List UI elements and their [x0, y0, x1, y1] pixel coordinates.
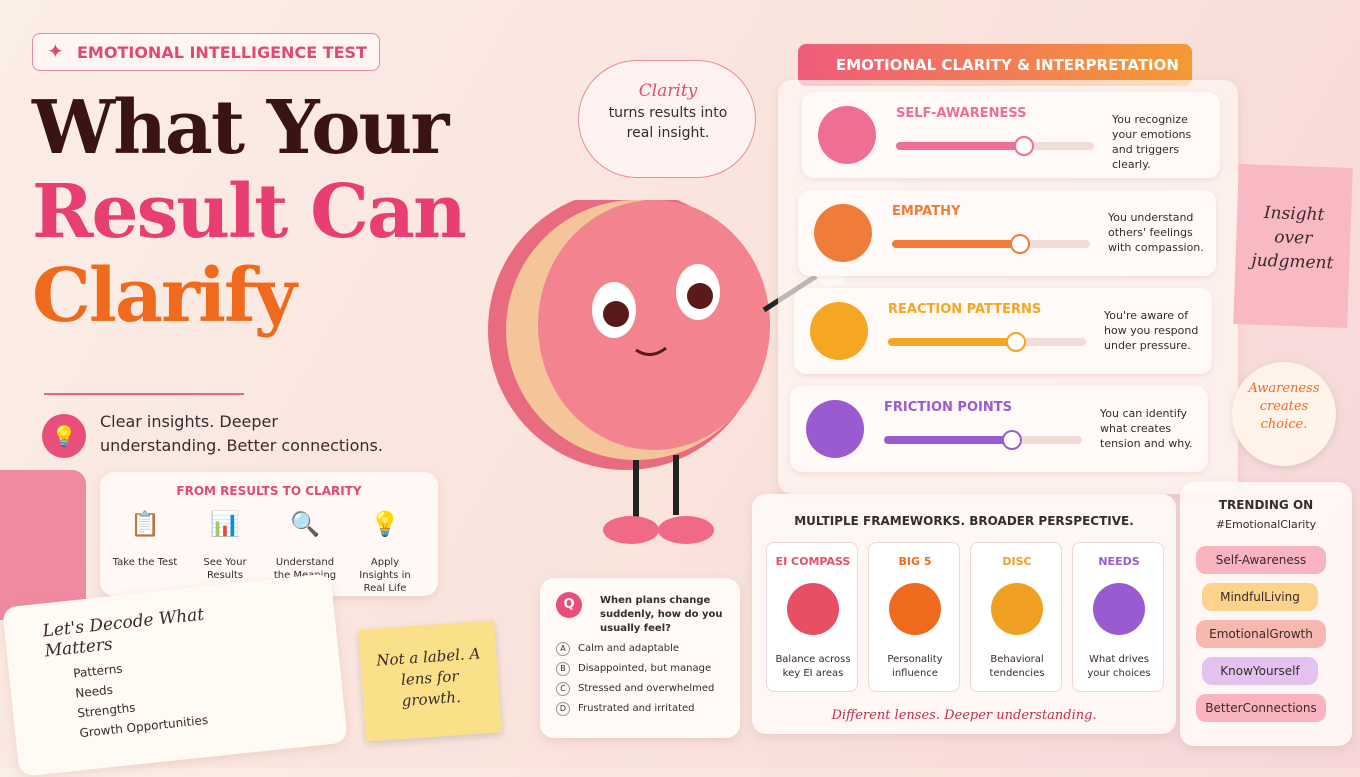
frameworks-panel: MULTIPLE FRAMEWORKS. BROADER PERSPECTIVE… [752, 494, 1176, 734]
clarity-header: EMOTIONAL CLARITY & INTERPRETATION [798, 44, 1192, 86]
option-letter: B [556, 662, 570, 676]
trait-name: REACTION PATTERNS [888, 302, 1042, 317]
step-icon: 📊 [210, 510, 240, 538]
framework-icon [991, 583, 1043, 635]
framework-icon [1093, 583, 1145, 635]
insight-text: Insight over judgment [1251, 202, 1334, 274]
trait-desc: You understand others' feelings with com… [1108, 211, 1204, 254]
trait-card: SELF-AWARENESS You recognize your emotion… [802, 92, 1220, 178]
frameworks-footer: Different lenses. Deeper understanding. [831, 708, 1097, 723]
trait-desc: You're aware of how you respond under pr… [1104, 309, 1199, 352]
bubble-text: turns results into real insight. [608, 105, 728, 141]
bubble-word: Clarity [638, 81, 698, 101]
framework-icon [889, 583, 941, 635]
step-icon: 💡 [370, 510, 400, 538]
awareness-badge: Awareness creates choice. [1232, 362, 1336, 466]
trait-name: SELF-AWARENESS [896, 106, 1027, 121]
trending-tag: #EmotionalClarity [1215, 518, 1317, 531]
trend-tag: BetterConnections [1196, 694, 1326, 722]
trend-tag: Self-Awareness [1196, 546, 1326, 574]
slider-knob [1002, 430, 1022, 450]
slider-fill [892, 240, 1018, 248]
step-label: See Your Results [203, 557, 247, 581]
trait-card: REACTION PATTERNS You're aware of how you… [794, 288, 1212, 374]
trait-icon [810, 302, 868, 360]
notebook-item: Strengths [76, 700, 137, 721]
trait-icon [814, 204, 872, 262]
framework-card: EI COMPASS Balance across key EI areas [766, 542, 858, 692]
framework-name: BIG 5 [898, 555, 932, 568]
trait-icon [806, 400, 864, 458]
sticky-text: Not a label. A lens for growth. [375, 644, 481, 710]
trend-tag: EmotionalGrowth [1196, 620, 1326, 648]
headline-line: What Your [32, 85, 449, 171]
notebook-item: Needs [74, 682, 114, 701]
clarity-title: EMOTIONAL CLARITY & INTERPRETATION [836, 56, 1179, 74]
clarity-panel: SELF-AWARENESS You recognize your emotion… [778, 80, 1238, 494]
framework-desc: Behavioral tendencies [989, 654, 1045, 679]
notebook: Let's Decode What Matters Patterns Needs St… [2, 573, 348, 777]
macaron-character [488, 200, 847, 544]
trend-tag: KnowYourself [1202, 657, 1318, 685]
slider-knob [1006, 332, 1026, 352]
framework-card: NEEDS What drives your choices [1072, 542, 1164, 692]
step-label: Take the Test [112, 557, 178, 568]
step-icon: 📋 [130, 510, 160, 538]
option-letter: C [556, 682, 570, 696]
badge: EMOTIONAL INTELLIGENCE TEST ✦ [32, 33, 380, 71]
option-text: Stressed and overwhelmed [578, 683, 715, 694]
trait-name: EMPATHY [892, 204, 961, 219]
trending-panel: TRENDING ON #EmotionalClarity Self-Awarene… [1180, 482, 1352, 746]
step-icon: 🔍 [290, 510, 320, 538]
framework-name: DISC [1002, 555, 1032, 568]
process-card: FROM RESULTS TO CLARITY 📋 Take the Test 📊 Se… [100, 472, 438, 596]
quiz-question: When plans change suddenly, how do you u… [600, 595, 723, 634]
option-text: Disappointed, but manage [578, 663, 712, 674]
insight-note: Insight over judgment [1233, 164, 1353, 328]
framework-card: DISC Behavioral tendencies [970, 542, 1062, 692]
framework-card: BIG 5 Personality influence [868, 542, 960, 692]
awareness-text: Awareness creates choice. [1248, 381, 1320, 432]
trait-card: FRICTION POINTS You can identify what cre… [790, 386, 1208, 472]
headline-line: Result Can [32, 169, 467, 255]
speech-bubble: Clarity turns results into real insight. [578, 60, 756, 178]
option-text: Frustrated and irritated [578, 703, 695, 714]
process-title: FROM RESULTS TO CLARITY [176, 484, 362, 498]
trending-title: TRENDING ON [1218, 498, 1314, 512]
slider-fill [884, 436, 1010, 444]
trait-icon [818, 106, 876, 164]
framework-desc: What drives your choices [1087, 654, 1151, 679]
slider-fill [896, 142, 1022, 150]
headline-line: Clarify [32, 253, 297, 339]
trait-desc: You recognize your emotions and triggers… [1112, 113, 1192, 171]
framework-name: NEEDS [1098, 555, 1140, 568]
framework-desc: Personality influence [887, 654, 943, 679]
badge-text: EMOTIONAL INTELLIGENCE TEST [77, 43, 367, 62]
quiz-card: Q When plans change suddenly, how do you … [540, 578, 740, 738]
tagline: Clear insights. Deeper understanding. Be… [100, 412, 383, 455]
step-label: Apply Insights in Real Life [359, 557, 411, 594]
trait-name: FRICTION POINTS [884, 400, 1012, 415]
frameworks-title: MULTIPLE FRAMEWORKS. BROADER PERSPECTIVE… [794, 514, 1134, 528]
sticky-note: Not a label. A lens for growth. [358, 620, 502, 742]
notebook-item: Patterns [72, 661, 124, 681]
option-letter: D [556, 702, 570, 716]
notebook-title: Let's Decode What Matters [41, 604, 206, 662]
slider-knob [1014, 136, 1034, 156]
trend-tag: MindfulLiving [1202, 583, 1318, 611]
option-text: Calm and adaptable [578, 643, 680, 654]
headline: What Your Result Can Clarify [32, 85, 467, 339]
slider-fill [888, 338, 1014, 346]
framework-icon [787, 583, 839, 635]
trait-card: EMPATHY You understand others' feelings w… [798, 190, 1216, 276]
option-letter: A [556, 642, 570, 656]
slider-knob [1010, 234, 1030, 254]
quiz-badge: Q [556, 592, 582, 618]
trait-desc: You can identify what creates tension an… [1100, 407, 1193, 450]
framework-desc: Balance across key EI areas [775, 654, 851, 679]
framework-name: EI COMPASS [775, 555, 851, 568]
